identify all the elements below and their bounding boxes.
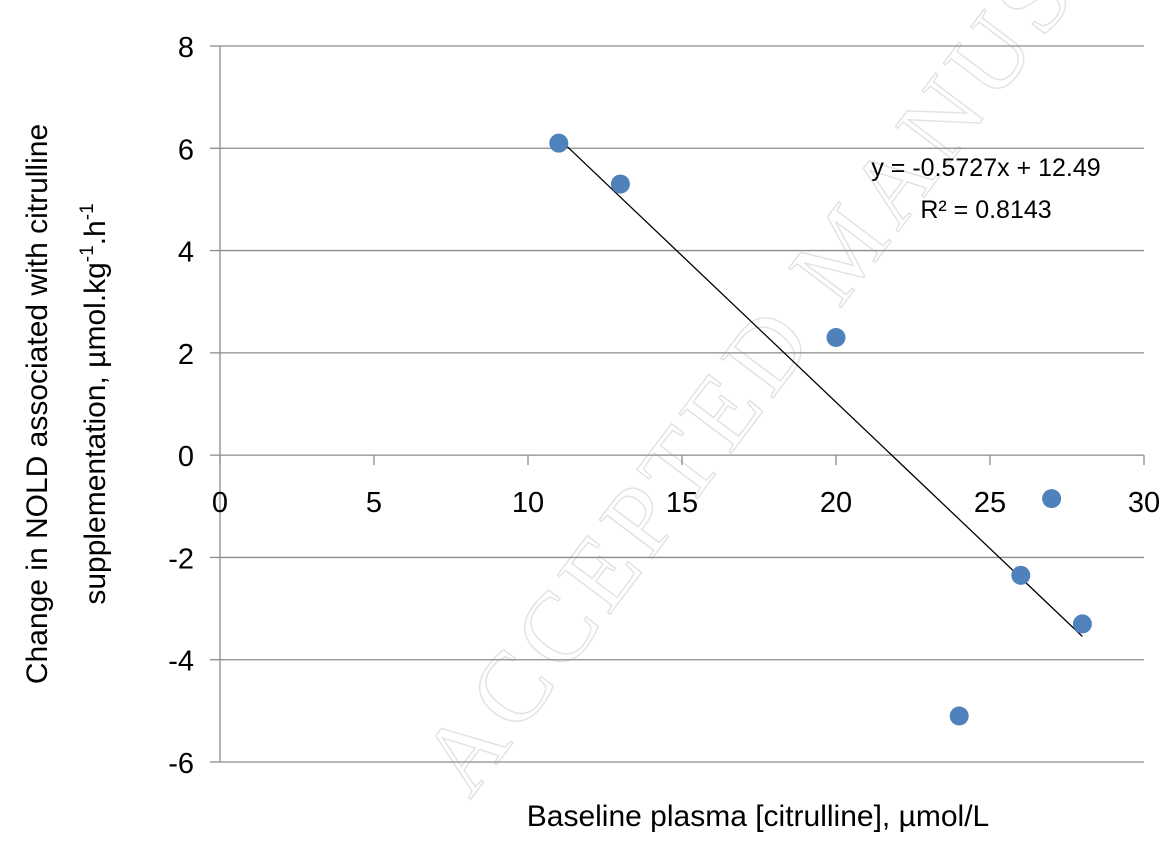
r-squared-label: R² = 0.8143 [920,196,1051,224]
tick-labels: -6 -4 -2 0 2 4 6 8 0 5 10 15 20 25 30 [168,32,1160,780]
y-tick-label-5: 4 [178,237,194,269]
y-axis-title-sup1: -1 [77,245,98,262]
x-tick-label-0: 0 [212,487,228,519]
y-tick-label-0: -6 [168,748,194,780]
data-point-6 [1072,614,1092,634]
x-tick-label-4: 20 [820,487,852,519]
x-tick-label-5: 25 [974,487,1006,519]
y-tick-label-2: -2 [168,543,194,575]
data-point-4 [1011,565,1031,585]
data-point-3 [949,706,969,726]
y-axis-title-line2: supplementation, µmol.kg-1.h-1 [77,203,112,604]
x-axis-title: Baseline plasma [citrulline], µmol/L [527,800,989,833]
y-axis-title-line2-text: supplementation, µmol.kg [79,262,112,604]
y-axis-title-sup2: -1 [77,203,98,220]
data-point-5 [1042,489,1062,509]
watermark-text: ACCEPTED MANUSCRIPT [399,0,1174,813]
axes [210,45,1145,763]
y-tick-label-1: -4 [168,646,194,678]
trendline [558,138,1083,637]
y-tick-label-4: 2 [178,339,194,371]
y-axis-title-mid: .h [79,220,112,245]
trendline-equation: y = -0.5727x + 12.49 [871,154,1100,182]
y-tick-label-6: 6 [178,134,194,166]
x-tick-label-6: 30 [1128,487,1160,519]
data-point-1 [610,174,630,194]
gridlines [220,45,1144,763]
data-point-2 [826,328,846,348]
data-points [549,133,1092,726]
x-tick-label-3: 15 [666,487,698,519]
data-point-0 [549,133,569,153]
x-tick-label-2: 10 [512,487,544,519]
trendline-group [558,138,1083,637]
x-tick-label-1: 5 [366,487,382,519]
y-axis-title-line1: Change in NOLD associated with citrullin… [21,124,54,684]
y-tick-label-3: 0 [178,441,194,473]
y-tick-label-7: 8 [178,32,194,64]
